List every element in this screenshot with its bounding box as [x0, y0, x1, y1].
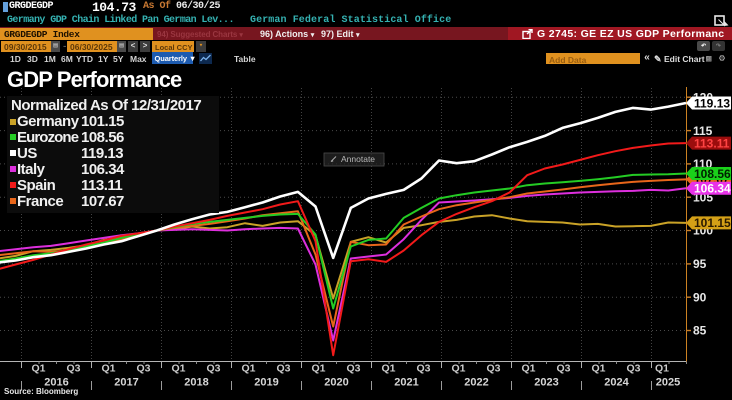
svg-text:Q1: Q1: [241, 363, 255, 375]
svg-text:Q3: Q3: [66, 363, 80, 375]
svg-text:Q3: Q3: [416, 363, 430, 375]
svg-text:Q1: Q1: [31, 363, 45, 375]
svg-text:115: 115: [693, 124, 713, 138]
svg-text:Q3: Q3: [486, 363, 500, 375]
svg-text:Q1: Q1: [591, 363, 605, 375]
svg-text:2019: 2019: [254, 377, 278, 389]
svg-text:Q3: Q3: [136, 363, 150, 375]
svg-text:2025: 2025: [656, 377, 680, 389]
svg-text:2021: 2021: [394, 377, 418, 389]
svg-text:2018: 2018: [184, 377, 208, 389]
svg-text:2020: 2020: [324, 377, 348, 389]
svg-text:Q3: Q3: [626, 363, 640, 375]
svg-text:95: 95: [693, 257, 707, 271]
svg-text:106.34: 106.34: [694, 182, 731, 196]
svg-text:Q1: Q1: [171, 363, 185, 375]
svg-text:Q3: Q3: [206, 363, 220, 375]
svg-text:Annotate: Annotate: [341, 154, 375, 164]
svg-text:90: 90: [693, 290, 707, 304]
svg-text:119.13: 119.13: [694, 96, 730, 110]
svg-text:Q1: Q1: [311, 363, 325, 375]
svg-text:2024: 2024: [604, 377, 629, 389]
svg-text:85: 85: [693, 324, 707, 338]
svg-text:Q3: Q3: [346, 363, 360, 375]
svg-text:101.15: 101.15: [694, 216, 731, 230]
svg-text:113.11: 113.11: [694, 136, 730, 150]
svg-text:2023: 2023: [534, 377, 558, 389]
svg-text:Q1: Q1: [655, 363, 669, 375]
svg-text:108.56: 108.56: [694, 167, 731, 181]
svg-text:Q1: Q1: [381, 363, 395, 375]
svg-text:Q1: Q1: [451, 363, 465, 375]
svg-text:Q3: Q3: [276, 363, 290, 375]
svg-text:Q3: Q3: [556, 363, 570, 375]
svg-text:2022: 2022: [464, 377, 488, 389]
svg-text:2016: 2016: [44, 377, 68, 389]
svg-text:2017: 2017: [114, 377, 138, 389]
svg-text:Q1: Q1: [101, 363, 115, 375]
svg-text:Q1: Q1: [521, 363, 535, 375]
